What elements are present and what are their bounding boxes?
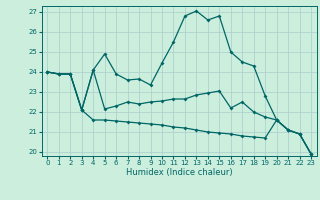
X-axis label: Humidex (Indice chaleur): Humidex (Indice chaleur)	[126, 168, 233, 177]
